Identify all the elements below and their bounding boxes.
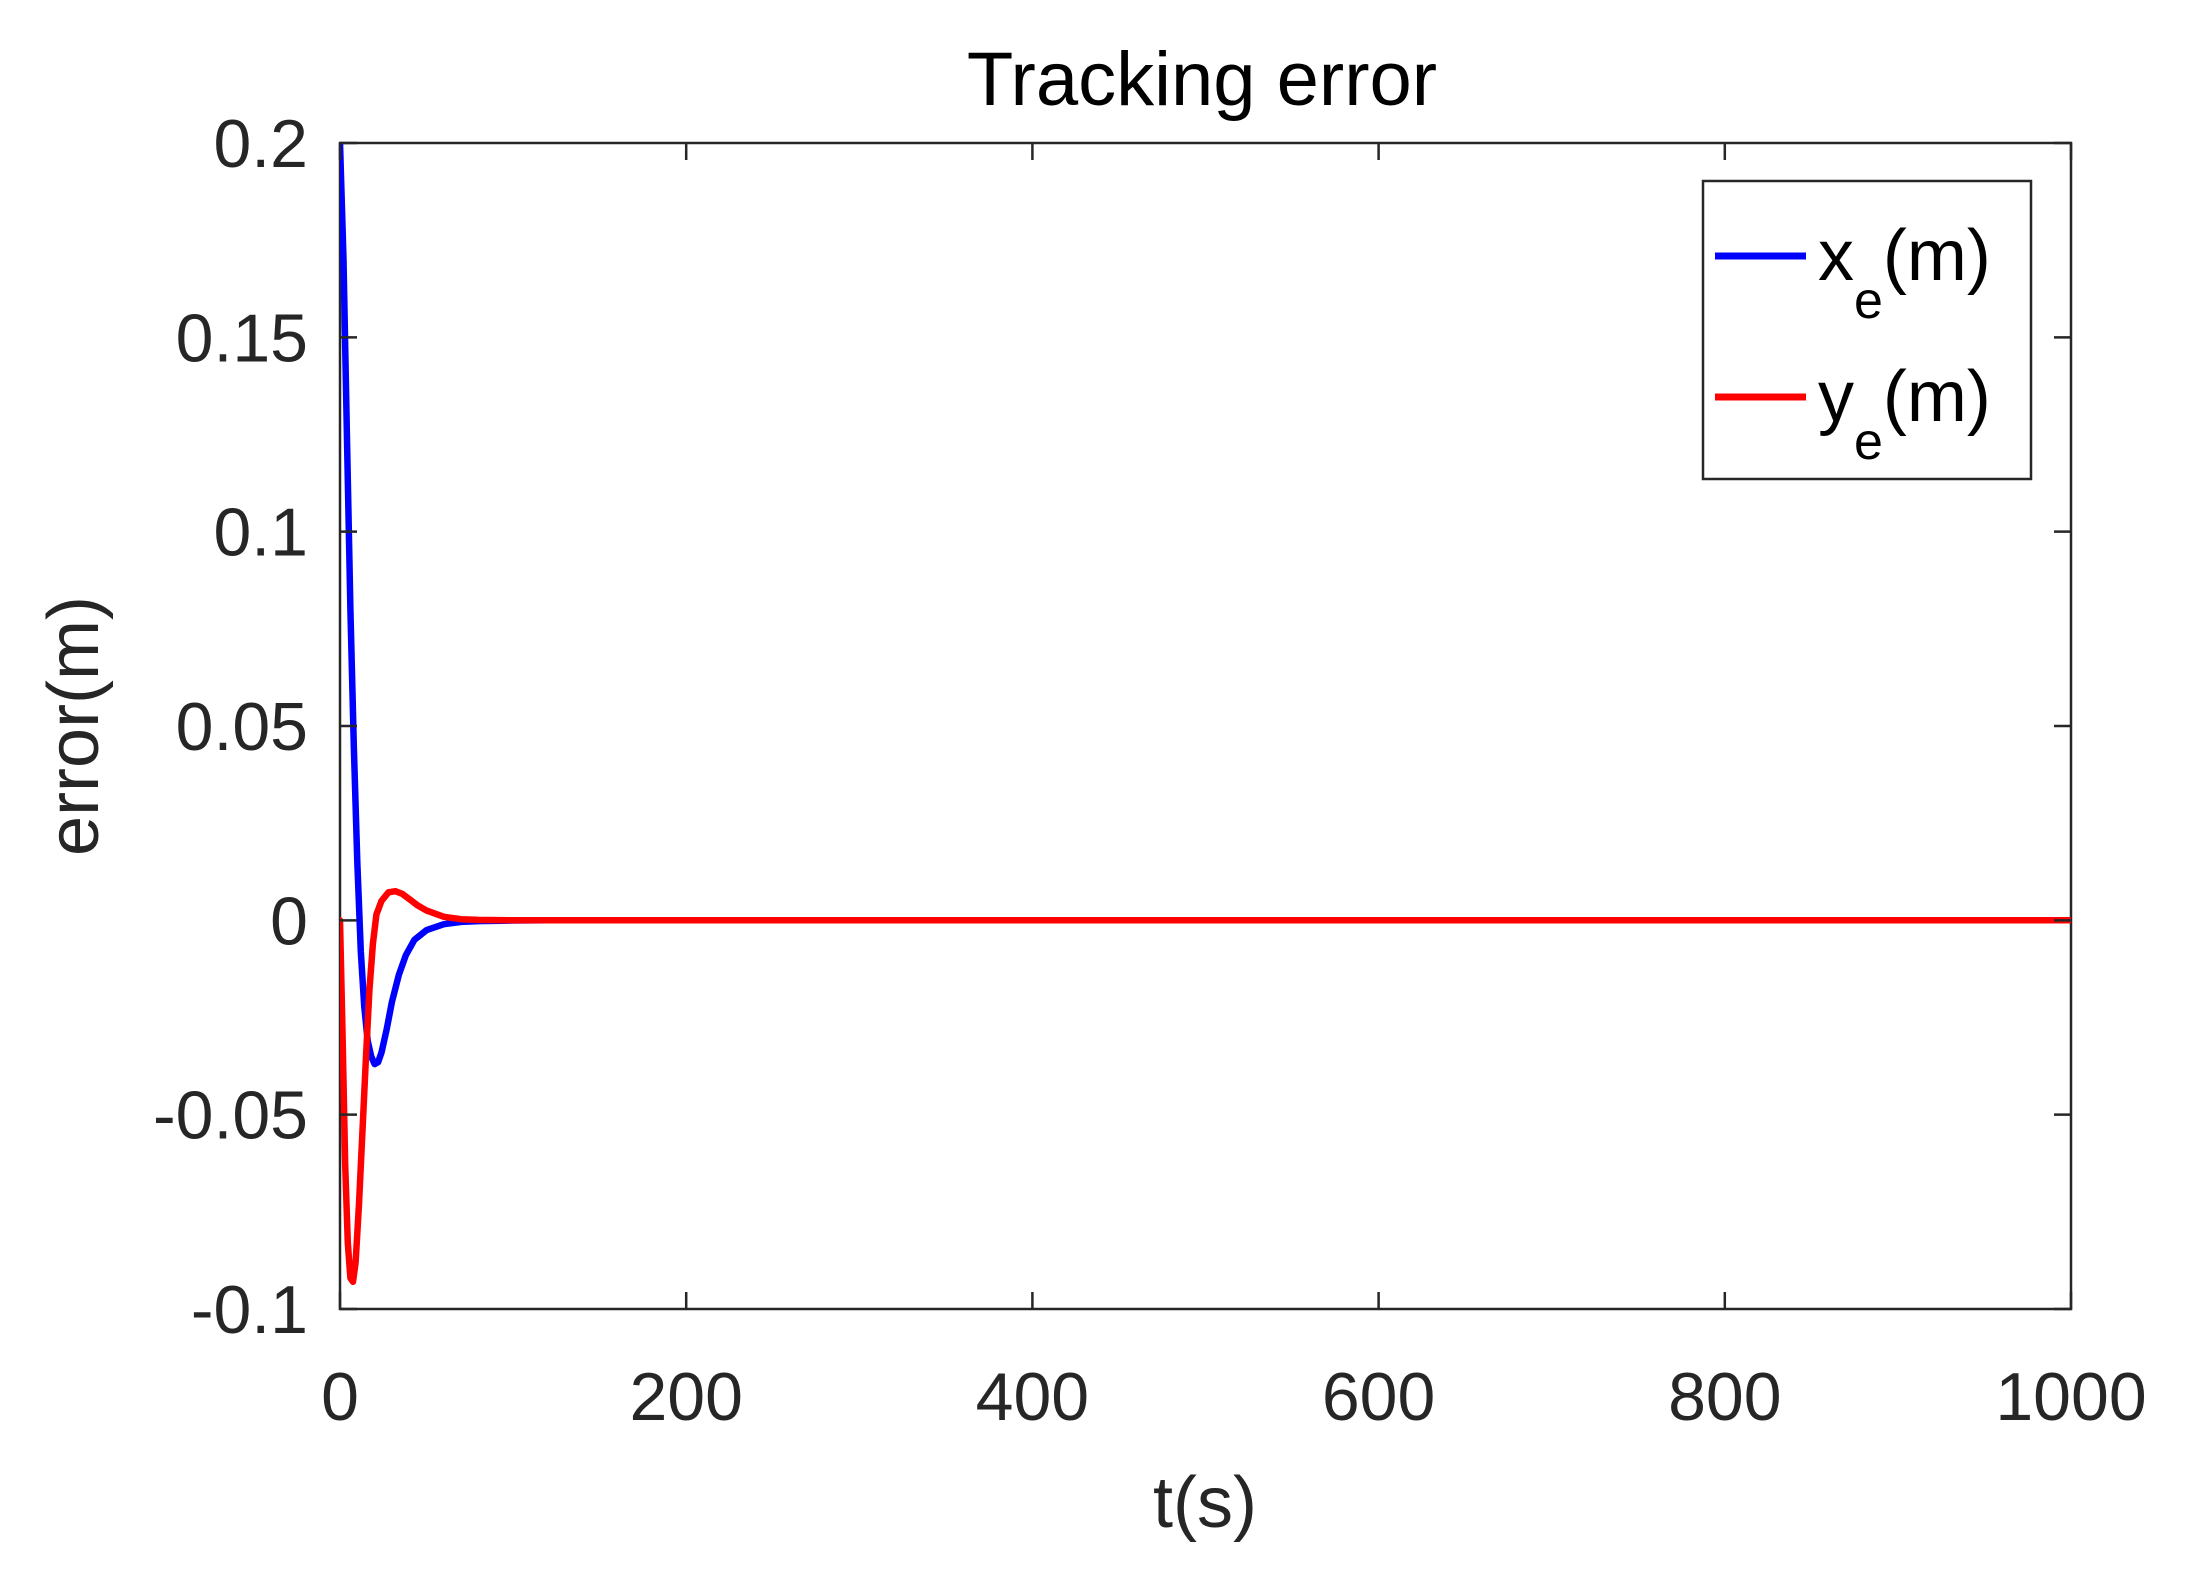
legend-box [1701, 179, 2033, 481]
y-tick-label: 0.15 [176, 300, 308, 376]
x-tick-label: 1000 [1995, 1359, 2146, 1435]
y-tick-label: -0.05 [153, 1078, 308, 1154]
x-axis-ticks: 0 200 400 600 800 1000 [321, 143, 2147, 1435]
x-tick-label: 600 [1322, 1359, 1435, 1435]
chart-title: Tracking error [967, 37, 1437, 122]
y-tick-label: 0 [270, 883, 308, 959]
y-tick-label: 0.05 [176, 689, 308, 765]
x-tick-label: 200 [629, 1359, 742, 1435]
x-tick-label: 0 [321, 1359, 359, 1435]
x-axis-label: t(s) [1153, 1463, 1257, 1543]
legend: xe(m) ye(m) [1701, 179, 2033, 481]
y-tick-label: 0.2 [213, 106, 308, 182]
x-tick-label: 400 [976, 1359, 1089, 1435]
y-tick-label: 0.1 [213, 495, 308, 571]
y-axis-ticks: -0.1 -0.05 0 0.05 0.1 0.15 0.2 [153, 106, 2071, 1348]
y-tick-label: -0.1 [191, 1272, 308, 1348]
legend-label: xe(m) [1818, 216, 1991, 330]
series-line-ye [340, 887, 2071, 1286]
legend-label: ye(m) [1818, 357, 1991, 471]
y-axis-label: error(m) [34, 596, 114, 856]
x-tick-label: 800 [1668, 1359, 1781, 1435]
